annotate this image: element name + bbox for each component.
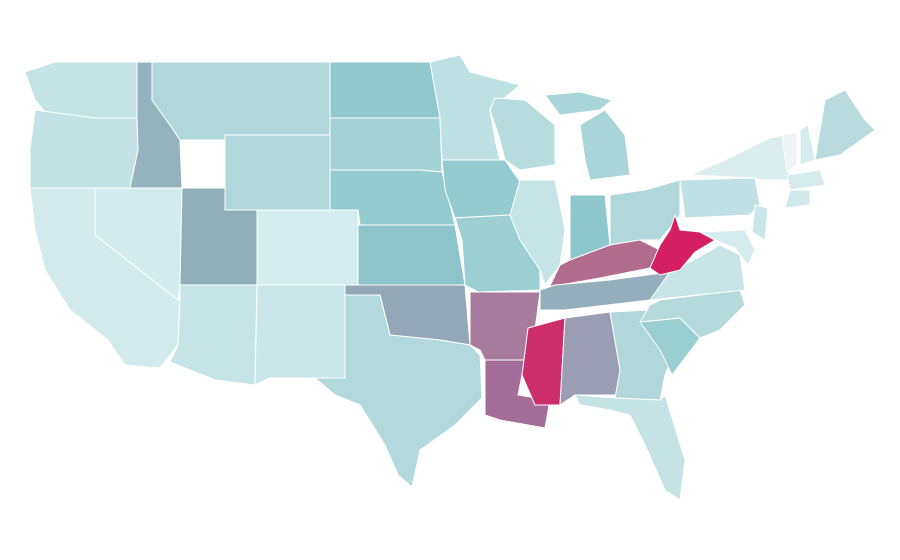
state bbox=[151, 61, 331, 141]
state bbox=[699, 229, 756, 266]
state bbox=[786, 169, 826, 191]
state bbox=[329, 61, 441, 119]
state bbox=[169, 284, 258, 386]
state bbox=[254, 284, 346, 386]
state bbox=[441, 159, 521, 219]
state bbox=[289, 294, 483, 488]
state bbox=[574, 394, 686, 501]
state bbox=[579, 109, 631, 181]
state bbox=[489, 97, 556, 171]
state bbox=[547, 239, 661, 291]
state bbox=[329, 117, 443, 173]
state bbox=[29, 109, 139, 189]
state bbox=[559, 311, 621, 406]
state bbox=[781, 131, 798, 173]
state bbox=[639, 289, 746, 339]
state bbox=[799, 124, 816, 166]
state bbox=[784, 189, 811, 209]
state bbox=[814, 89, 876, 161]
state bbox=[689, 134, 791, 181]
state bbox=[544, 91, 613, 116]
state bbox=[24, 61, 138, 119]
state bbox=[224, 134, 331, 211]
state bbox=[751, 204, 769, 241]
state bbox=[521, 317, 566, 406]
state bbox=[509, 179, 566, 286]
state bbox=[429, 54, 521, 161]
state bbox=[256, 209, 359, 286]
state bbox=[679, 177, 761, 219]
state bbox=[357, 224, 466, 286]
state bbox=[649, 244, 746, 301]
